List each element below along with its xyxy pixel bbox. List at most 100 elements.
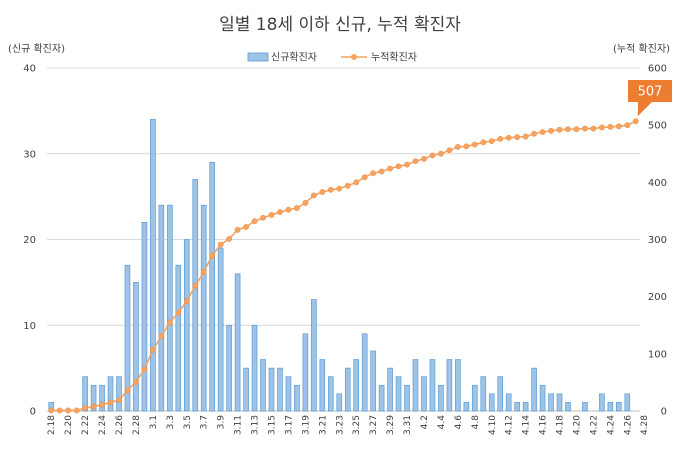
cumulative-point — [505, 134, 512, 141]
cumulative-point — [378, 168, 385, 175]
left-tick-label: 0 — [30, 407, 36, 418]
new-cases-bar — [505, 393, 512, 412]
cumulative-point — [395, 163, 402, 170]
legend-label-cumulative: 누적확진자 — [371, 52, 417, 64]
new-cases-bar — [455, 359, 461, 412]
new-cases-bar — [158, 204, 165, 412]
x-tick-label: 3.23 — [335, 415, 345, 435]
x-tick-label: 3.7 — [200, 415, 210, 429]
new-cases-bar — [209, 161, 215, 412]
cumulative-point — [48, 407, 55, 414]
left-axis-title: (신규 확진자) — [8, 43, 65, 55]
new-cases-bar — [607, 402, 614, 412]
cumulative-point — [124, 387, 131, 394]
cumulative-point — [514, 134, 521, 141]
right-tick-label: 300 — [648, 235, 667, 246]
cumulative-point — [361, 174, 368, 181]
cumulative-point — [488, 138, 495, 145]
new-cases-bar — [404, 384, 410, 412]
x-tick-label: 4.6 — [454, 415, 464, 430]
cumulative-point — [175, 309, 182, 316]
x-tick-label: 2.18 — [47, 415, 57, 435]
cumulative-point — [480, 139, 487, 146]
new-cases-bar — [480, 376, 487, 412]
new-cases-bar — [616, 402, 622, 412]
new-cases-bar — [344, 367, 351, 412]
cumulative-point — [632, 118, 639, 125]
cumulative-point — [454, 143, 461, 150]
right-axis-title: (누적 확진자) — [613, 43, 670, 55]
new-cases-bar — [302, 333, 309, 412]
x-tick-label: 4.2 — [420, 415, 430, 429]
legend: 신규확진자 누적확진자 — [247, 52, 417, 64]
left-tick-label: 20 — [23, 235, 36, 246]
cumulative-point — [158, 333, 165, 340]
new-cases-bar — [192, 179, 199, 412]
cumulative-point — [226, 236, 233, 242]
new-cases-bar — [539, 384, 546, 412]
cumulative-point — [133, 378, 139, 385]
cumulative-line — [48, 118, 639, 414]
new-cases-bar — [522, 402, 529, 412]
new-cases-bar — [387, 367, 393, 412]
x-tick-label: 3.21 — [318, 415, 328, 435]
cumulative-point — [192, 282, 199, 289]
x-tick-label: 3.29 — [386, 415, 396, 435]
cumulative-point — [73, 407, 80, 414]
cumulative-point — [370, 170, 377, 177]
new-cases-bar — [421, 376, 427, 412]
new-cases-bar — [150, 119, 156, 412]
cumulative-point — [107, 399, 114, 406]
cumulative-point — [149, 346, 156, 353]
cumulative-point — [429, 152, 436, 159]
new-cases-bar — [277, 367, 283, 412]
x-tick-label: 4.26 — [623, 415, 633, 435]
new-cases-bar — [311, 299, 317, 412]
right-tick-label: 0 — [661, 407, 667, 418]
x-tick-label: 3.19 — [301, 415, 311, 435]
new-cases-bar — [472, 384, 478, 412]
cumulative-point — [421, 155, 427, 162]
new-cases-bar — [395, 376, 402, 412]
new-cases-bar — [251, 324, 258, 412]
cumulative-point — [607, 123, 614, 130]
cumulative-line-path — [51, 120, 637, 412]
new-cases-bar — [116, 376, 122, 412]
cumulative-point — [573, 126, 580, 133]
cumulative-point — [166, 319, 173, 326]
cumulative-point — [294, 205, 300, 211]
cumulative-point — [463, 143, 470, 150]
cumulative-point — [582, 125, 588, 132]
x-axis-ticks: 2.18 2.20 2.22 2.24 2.26 2.28 3.1 3.3 3.5 3.7 3.9 3… — [47, 415, 650, 435]
cumulative-point — [99, 401, 105, 408]
x-tick-label: 2.22 — [81, 415, 91, 435]
x-tick-label: 3.25 — [352, 415, 362, 435]
new-cases-bar — [429, 359, 436, 412]
new-cases-bar — [582, 402, 588, 412]
cumulative-point — [319, 189, 326, 195]
new-cases-bar — [234, 273, 241, 412]
new-cases-bar — [327, 376, 334, 412]
final-value-callout: 507 — [628, 80, 672, 117]
new-cases-bar — [319, 359, 326, 412]
cumulative-point — [336, 185, 343, 192]
cumulative-point — [251, 218, 258, 225]
new-cases-bar — [438, 384, 444, 412]
new-cases-bar — [268, 367, 275, 412]
x-tick-label: 2.26 — [115, 415, 125, 435]
new-cases-bar — [141, 222, 148, 412]
new-cases-bar — [531, 367, 537, 412]
new-cases-bar — [514, 402, 520, 412]
new-cases-bar — [294, 384, 300, 412]
x-tick-label: 3.27 — [369, 415, 379, 435]
cumulative-point — [82, 405, 89, 412]
x-tick-label: 3.9 — [217, 415, 227, 430]
cumulative-point — [590, 125, 597, 132]
cumulative-point — [310, 192, 317, 199]
cumulative-point — [90, 403, 97, 410]
cumulative-point — [260, 214, 266, 221]
right-axis-ticks: 0 100 200 300 400 500 600 — [648, 64, 667, 418]
cumulative-point — [327, 186, 334, 193]
x-tick-label: 2.28 — [132, 415, 142, 435]
